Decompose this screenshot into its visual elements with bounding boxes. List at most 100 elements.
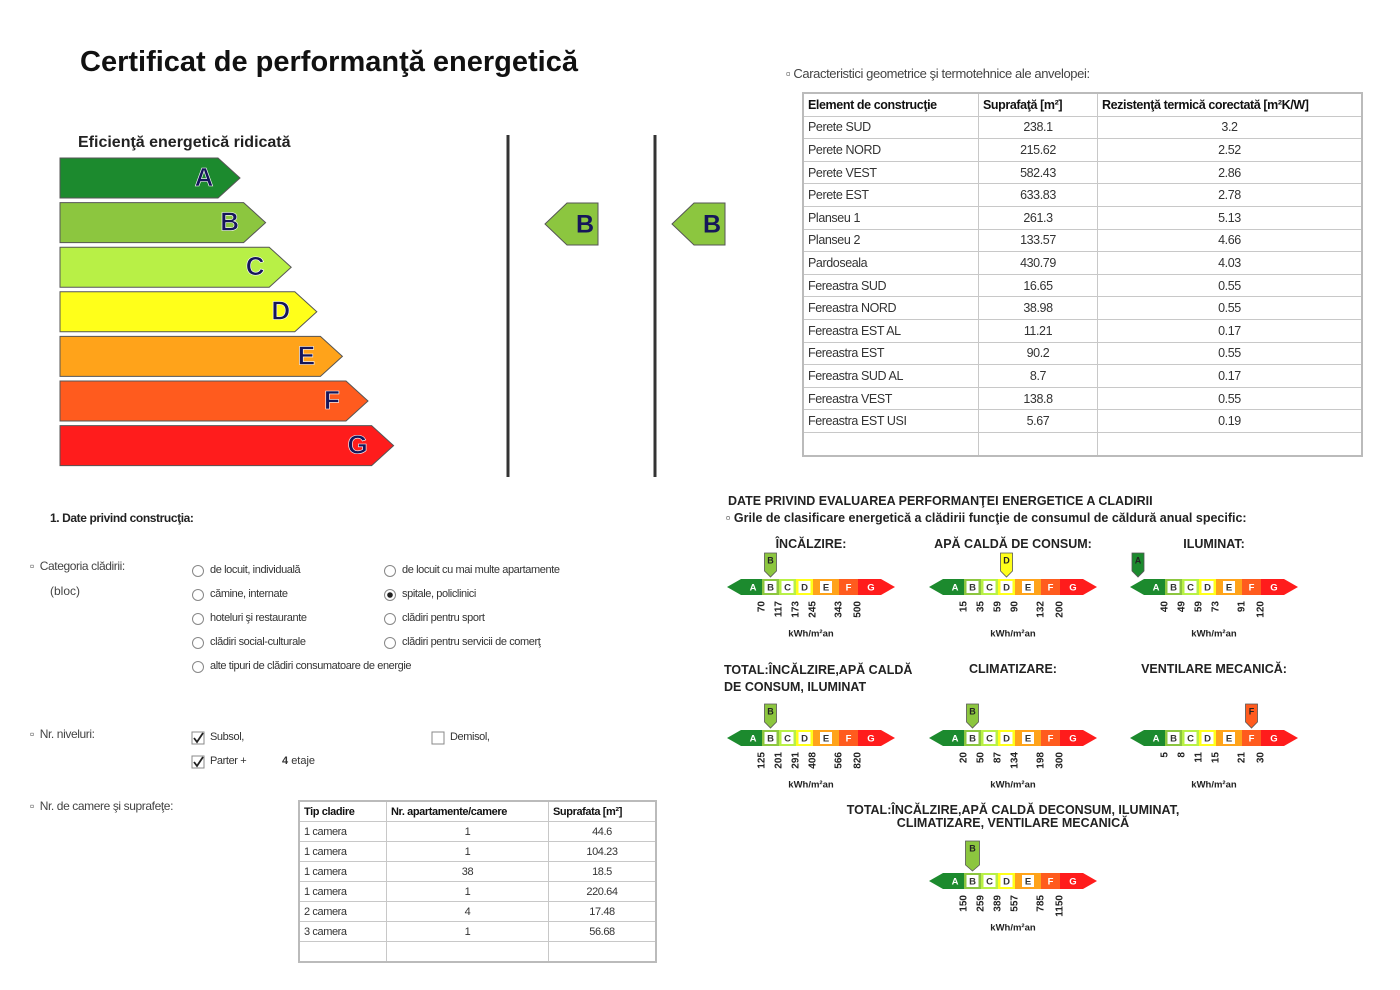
scale-segment <box>1130 579 1165 595</box>
scale-letter: B <box>1170 583 1177 594</box>
table-row: Perete EST 633.83 2.78 <box>802 183 1363 207</box>
table-cell: Fereastra NORD <box>802 296 979 320</box>
table-cell <box>802 431 979 457</box>
scale-letter: F <box>1048 734 1054 745</box>
table-body: Element de construcţie Suprafaţă [m²] Rezi… <box>802 92 1363 457</box>
empty-row <box>802 431 1363 457</box>
energy-class-arrow <box>59 425 395 467</box>
data-table: Element de construcţie Suprafaţă [m²] Rezi… <box>802 92 1363 457</box>
table-cell: 0.19 <box>1097 409 1363 433</box>
scale-tick-label: 50 <box>976 752 987 764</box>
table-cell: 17.48 <box>548 901 657 922</box>
letter-box <box>983 581 996 593</box>
letter-box <box>1201 732 1214 744</box>
column-header: Suprafata [m²] <box>548 800 657 822</box>
scale-heading: Eficienţă energetică ridicată <box>78 134 291 151</box>
scale-letter: F <box>1249 734 1255 745</box>
option-label: clădiri pentru servicii de comerţ <box>402 636 541 648</box>
scale-tick-label: 49 <box>1177 601 1188 613</box>
scale-segment <box>1261 579 1298 595</box>
table-cell: 3 camera <box>298 921 387 942</box>
letter-box <box>1201 581 1214 593</box>
letter-box <box>1167 581 1180 593</box>
rooms-label-text: Nr. de camere şi suprafeţe: <box>39 799 174 813</box>
table-cell: 18.5 <box>548 861 657 882</box>
scale-tick-label: 389 <box>993 895 1004 912</box>
rating-marker-letter: B <box>969 706 976 716</box>
table-cell: 633.83 <box>978 183 1098 207</box>
scale-letter: G <box>1069 877 1076 888</box>
scale-letter: D <box>1003 734 1010 745</box>
table-cell <box>978 431 1098 457</box>
rating-marker-letter: B <box>767 706 774 716</box>
letter-box <box>781 581 794 593</box>
scale-segment <box>929 579 964 595</box>
rating-letter: B <box>703 211 721 239</box>
table-cell: 1 camera <box>298 881 387 902</box>
scale-letter: C <box>986 734 993 745</box>
scale-letter: B <box>767 734 774 745</box>
scale-letter: F <box>1048 583 1054 594</box>
scale-tick-label: 408 <box>808 752 819 769</box>
letter-box <box>764 581 777 593</box>
scale-letter: G <box>1270 734 1277 745</box>
checkbox <box>431 731 445 745</box>
scale-segment <box>1041 730 1060 746</box>
scale-letter: B <box>969 583 976 594</box>
option-label: clădiri pentru sport <box>402 612 485 624</box>
scale-tick-label: 120 <box>1256 601 1267 618</box>
scale-name: ÎNCĂLZIRE: <box>775 537 847 551</box>
option-label: de locuit cu mai multe apartamente <box>402 564 560 576</box>
rating-marker <box>966 703 979 729</box>
scale-tick-label: 200 <box>1055 601 1066 618</box>
table-cell: Planseu 2 <box>802 228 979 253</box>
radio-button <box>384 565 396 577</box>
column-header: Nr. apartamente/camere <box>386 800 549 822</box>
table-row: Pardoseala 430.79 4.03 <box>802 251 1363 275</box>
scale-unit: kWh/m²an <box>990 923 1036 934</box>
table-cell: 0.17 <box>1097 318 1363 343</box>
letter-box <box>1184 732 1197 744</box>
scale-segment <box>1041 579 1060 595</box>
scale-segment <box>858 730 895 746</box>
scale-segment <box>839 579 858 595</box>
levels-label-text: Nr. niveluri: <box>39 727 95 741</box>
radio-button <box>384 613 396 625</box>
table-row: Perete NORD 215.62 2.52 <box>802 138 1363 162</box>
radio-button <box>192 589 204 601</box>
scale-tick-label: 59 <box>1194 601 1205 613</box>
floors-count: 4 <box>282 755 289 767</box>
table-row: Planseu 1 261.3 5.13 <box>802 205 1363 230</box>
scale-tick-label: 557 <box>1010 895 1021 912</box>
scale-letter: C <box>986 877 993 888</box>
table-cell: 11.21 <box>978 318 1098 343</box>
table-cell: 261.3 <box>978 205 1098 230</box>
table-cell: 220.64 <box>548 881 657 902</box>
option-label: hoteluri şi restaurante <box>210 612 307 624</box>
table-row: Fereastra SUD 16.65 0.55 <box>802 273 1363 298</box>
table-cell: 1 <box>386 881 549 902</box>
scale-letter: A <box>952 734 959 745</box>
scale-tick-label: 40 <box>1160 601 1171 613</box>
scale-letter: F <box>1249 583 1255 594</box>
letter-box <box>966 732 979 744</box>
table-row: 1 camera 38 18.5 <box>298 861 657 882</box>
energy-class-arrow <box>59 291 318 333</box>
letter-box <box>1000 875 1013 887</box>
table-cell: 5.67 <box>978 409 1098 433</box>
table-cell: 1 camera <box>298 821 387 842</box>
scale-tick-label: 91 <box>1237 601 1248 613</box>
scale-name: VENTILARE MECANICĂ: <box>1141 662 1287 676</box>
table-row: Fereastra SUD AL 8.7 0.17 <box>802 364 1363 388</box>
scale-letter: B <box>1170 734 1177 745</box>
table-cell: 430.79 <box>978 251 1098 275</box>
letter-box <box>798 581 811 593</box>
scale-letter: G <box>867 734 874 745</box>
page-title: Certificat de performanţă energetică <box>80 46 578 78</box>
category-label-text: Categoria clădirii: <box>39 559 126 573</box>
letter-box <box>1167 732 1180 744</box>
scale-tick-label: 73 <box>1211 601 1222 613</box>
column-header: Suprafaţă [m²] <box>978 92 1098 117</box>
scale-tick-label: 150 <box>959 895 970 912</box>
